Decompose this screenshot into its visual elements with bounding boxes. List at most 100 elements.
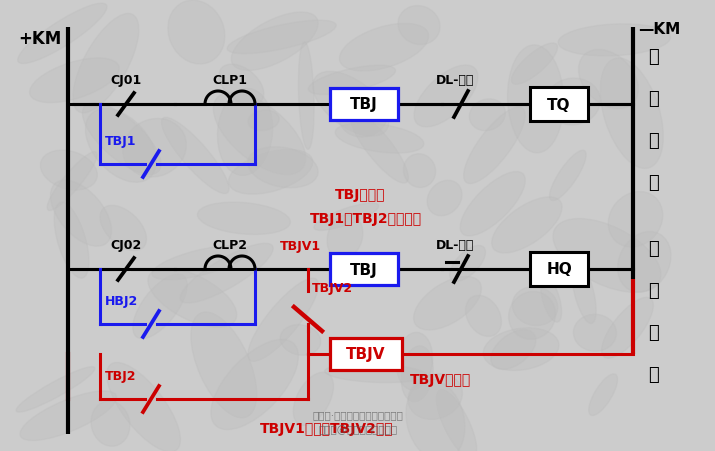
Text: HBJ2: HBJ2 — [105, 295, 138, 307]
Text: 回: 回 — [648, 132, 659, 150]
Ellipse shape — [248, 279, 318, 362]
Text: +KM: +KM — [18, 30, 61, 48]
Ellipse shape — [47, 152, 97, 211]
Ellipse shape — [546, 79, 601, 126]
Bar — [330, 89, 398, 121]
Text: CJ02: CJ02 — [110, 239, 142, 252]
Ellipse shape — [298, 43, 314, 150]
Ellipse shape — [490, 330, 536, 369]
Text: TBJ: TBJ — [350, 262, 378, 277]
Text: 回: 回 — [648, 323, 659, 341]
Ellipse shape — [464, 108, 526, 184]
Ellipse shape — [460, 172, 526, 236]
Ellipse shape — [450, 246, 485, 281]
Ellipse shape — [73, 14, 139, 114]
Ellipse shape — [588, 374, 618, 416]
Text: 路: 路 — [648, 365, 659, 383]
Ellipse shape — [41, 151, 97, 191]
Ellipse shape — [340, 24, 429, 72]
Ellipse shape — [550, 151, 586, 201]
Text: 公众号·张飞电子电源研发精英圈: 公众号·张飞电子电源研发精英圈 — [312, 409, 403, 419]
Ellipse shape — [413, 277, 481, 330]
Text: 跳: 跳 — [648, 48, 659, 66]
Ellipse shape — [148, 268, 237, 327]
Ellipse shape — [229, 150, 312, 195]
Text: TBJV2: TBJV2 — [312, 281, 353, 295]
Ellipse shape — [573, 314, 616, 351]
Ellipse shape — [82, 104, 161, 175]
Ellipse shape — [248, 111, 279, 131]
Ellipse shape — [213, 93, 305, 175]
Ellipse shape — [335, 124, 424, 154]
Bar — [330, 253, 398, 285]
Ellipse shape — [168, 1, 225, 65]
Text: TBJ: TBJ — [350, 97, 378, 112]
Ellipse shape — [414, 66, 478, 128]
Ellipse shape — [308, 66, 395, 95]
Ellipse shape — [408, 374, 463, 419]
Ellipse shape — [465, 296, 501, 337]
Text: TBJV: TBJV — [346, 347, 386, 362]
Ellipse shape — [247, 147, 318, 189]
Ellipse shape — [403, 154, 435, 188]
Ellipse shape — [325, 364, 427, 383]
Ellipse shape — [401, 346, 433, 402]
Text: —KM: —KM — [638, 22, 680, 37]
Text: TBJ2: TBJ2 — [105, 369, 137, 382]
Ellipse shape — [54, 202, 89, 279]
Text: TBJ1、TBJ2都会吸合: TBJ1、TBJ2都会吸合 — [310, 212, 422, 226]
Ellipse shape — [436, 390, 477, 451]
Ellipse shape — [541, 277, 561, 322]
Ellipse shape — [123, 119, 187, 178]
Ellipse shape — [492, 198, 562, 253]
Ellipse shape — [293, 373, 333, 425]
Bar — [330, 338, 402, 370]
Text: TBJV1断开、TBJV2吸合: TBJV1断开、TBJV2吸合 — [260, 421, 394, 435]
Ellipse shape — [558, 25, 671, 57]
Text: 闸: 闸 — [648, 90, 659, 108]
Ellipse shape — [51, 181, 112, 247]
Text: 头条：@电力大工简称电工: 头条：@电力大工简称电工 — [318, 424, 398, 434]
Ellipse shape — [398, 7, 440, 46]
Ellipse shape — [470, 100, 506, 131]
Ellipse shape — [18, 4, 107, 64]
Ellipse shape — [91, 401, 130, 446]
Ellipse shape — [618, 232, 671, 293]
Ellipse shape — [16, 367, 95, 412]
Ellipse shape — [508, 292, 556, 340]
Ellipse shape — [427, 181, 462, 216]
Ellipse shape — [100, 206, 147, 251]
Ellipse shape — [219, 65, 264, 106]
Text: TBJ励磁后: TBJ励磁后 — [335, 188, 385, 202]
Ellipse shape — [227, 21, 336, 55]
Bar — [530, 253, 588, 286]
Text: CLP2: CLP2 — [212, 239, 247, 252]
Text: 路: 路 — [648, 174, 659, 192]
Bar — [530, 88, 588, 122]
Text: DL-常闭: DL-常闭 — [436, 239, 474, 252]
Ellipse shape — [339, 94, 388, 138]
Ellipse shape — [280, 325, 321, 355]
Ellipse shape — [578, 51, 638, 110]
Ellipse shape — [600, 59, 664, 169]
Text: CLP1: CLP1 — [212, 74, 247, 87]
Ellipse shape — [107, 363, 180, 451]
Ellipse shape — [191, 312, 257, 418]
Ellipse shape — [512, 287, 558, 326]
Ellipse shape — [483, 328, 559, 371]
Ellipse shape — [20, 391, 117, 441]
Text: TBJV1: TBJV1 — [280, 239, 320, 253]
Ellipse shape — [197, 202, 290, 235]
Ellipse shape — [553, 219, 661, 293]
Ellipse shape — [211, 340, 298, 430]
Text: TBJV励磁后: TBJV励磁后 — [410, 372, 471, 386]
Text: DL-常开: DL-常开 — [436, 74, 474, 87]
Ellipse shape — [29, 59, 119, 103]
Ellipse shape — [508, 46, 563, 153]
Text: 闸: 闸 — [648, 281, 659, 299]
Text: HQ: HQ — [546, 262, 572, 277]
Text: CJ01: CJ01 — [110, 74, 142, 87]
Ellipse shape — [314, 203, 379, 231]
Ellipse shape — [327, 215, 363, 260]
Ellipse shape — [511, 44, 558, 85]
